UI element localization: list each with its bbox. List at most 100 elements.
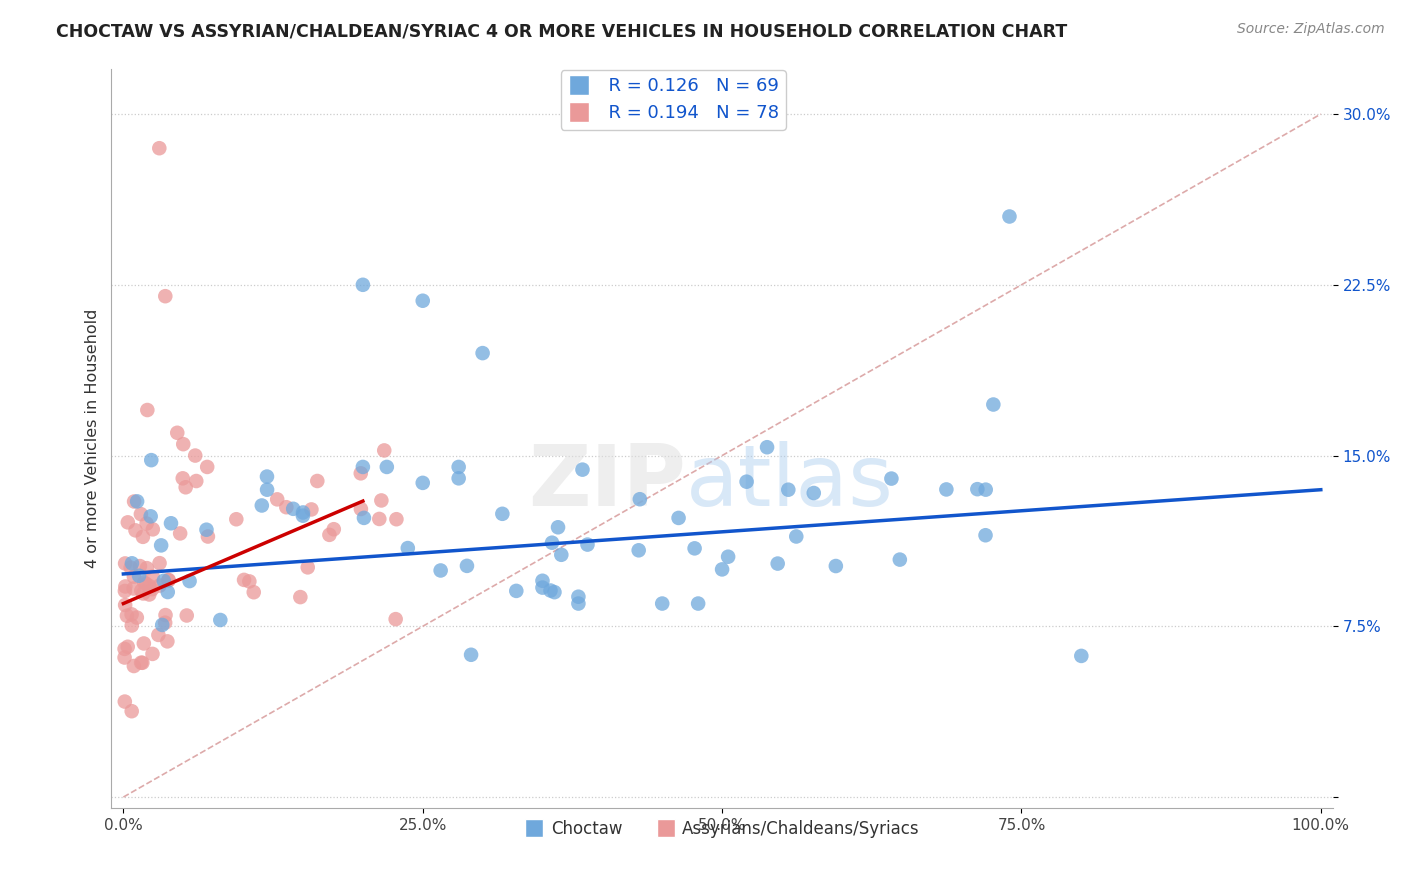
Point — [373, 443, 395, 458]
Point — [150, 538, 173, 552]
Point — [307, 474, 329, 488]
Text: atlas: atlas — [686, 442, 893, 524]
Point — [491, 507, 513, 521]
Point — [460, 648, 482, 662]
Point — [974, 528, 997, 542]
Point — [567, 597, 589, 611]
Point — [134, 575, 156, 590]
Point — [256, 483, 278, 497]
Point — [396, 541, 419, 555]
Point — [250, 499, 273, 513]
Point — [668, 511, 690, 525]
Point — [318, 528, 340, 542]
Point — [651, 597, 673, 611]
Point — [242, 585, 264, 599]
Point — [166, 425, 188, 440]
Text: CHOCTAW VS ASSYRIAN/CHALDEAN/SYRIAC 4 OR MORE VEHICLES IN HOUSEHOLD CORRELATION : CHOCTAW VS ASSYRIAN/CHALDEAN/SYRIAC 4 OR… — [56, 22, 1067, 40]
Point — [174, 480, 197, 494]
Point — [129, 559, 152, 574]
Point — [169, 526, 191, 541]
Point — [352, 277, 374, 292]
Point — [141, 453, 163, 467]
Point — [576, 538, 599, 552]
Point — [935, 483, 957, 497]
Point — [122, 582, 145, 596]
Point — [456, 558, 478, 573]
Point — [120, 560, 142, 574]
Point — [290, 590, 312, 604]
Point — [292, 506, 315, 520]
Point — [412, 475, 434, 490]
Point — [540, 583, 562, 598]
Point — [148, 141, 170, 155]
Text: ZIP: ZIP — [527, 442, 686, 524]
Point — [322, 522, 344, 536]
Point — [628, 492, 651, 507]
Point — [291, 508, 314, 523]
Point — [121, 557, 143, 571]
Point — [153, 615, 176, 630]
Point — [135, 577, 157, 591]
Point — [735, 475, 758, 489]
Point — [114, 650, 136, 665]
Point — [115, 608, 138, 623]
Point — [128, 568, 150, 582]
Point — [238, 574, 260, 589]
Point — [297, 560, 319, 574]
Point — [136, 403, 159, 417]
Point — [803, 486, 825, 500]
Point — [138, 587, 160, 601]
Point — [195, 459, 218, 474]
Point — [209, 613, 232, 627]
Point — [256, 469, 278, 483]
Point — [766, 557, 789, 571]
Point — [160, 516, 183, 531]
Point — [543, 585, 565, 599]
Point — [122, 659, 145, 673]
Point — [114, 641, 136, 656]
Point — [447, 459, 470, 474]
Point — [778, 483, 800, 497]
Point — [155, 289, 177, 303]
Point — [983, 397, 1005, 411]
Point — [135, 561, 157, 575]
Point — [225, 512, 247, 526]
Point — [547, 520, 569, 534]
Point — [711, 562, 734, 576]
Point — [142, 522, 165, 536]
Point — [114, 695, 136, 709]
Point — [152, 574, 174, 588]
Text: Source: ZipAtlas.com: Source: ZipAtlas.com — [1237, 22, 1385, 37]
Point — [505, 583, 527, 598]
Point — [350, 467, 373, 481]
Point — [368, 512, 391, 526]
Point — [998, 210, 1021, 224]
Point — [114, 579, 136, 593]
Point — [157, 574, 180, 588]
Point — [150, 618, 173, 632]
Point — [117, 516, 139, 530]
Point — [132, 586, 155, 600]
Point — [233, 573, 256, 587]
Point — [756, 440, 779, 454]
Point — [127, 494, 149, 508]
Point — [1070, 648, 1092, 663]
Legend: Choctaw, Assyrians/Chaldeans/Syriacs: Choctaw, Assyrians/Chaldeans/Syriacs — [517, 814, 927, 845]
Point — [129, 583, 152, 598]
Point — [124, 524, 146, 538]
Point — [121, 704, 143, 718]
Point — [129, 507, 152, 521]
Point — [132, 530, 155, 544]
Point — [176, 608, 198, 623]
Point — [471, 346, 494, 360]
Point — [429, 564, 451, 578]
Point — [353, 511, 375, 525]
Point — [139, 509, 162, 524]
Point — [186, 474, 208, 488]
Point — [155, 608, 177, 623]
Point — [114, 584, 136, 599]
Point — [148, 628, 170, 642]
Point — [683, 541, 706, 556]
Point — [567, 590, 589, 604]
Point — [141, 647, 163, 661]
